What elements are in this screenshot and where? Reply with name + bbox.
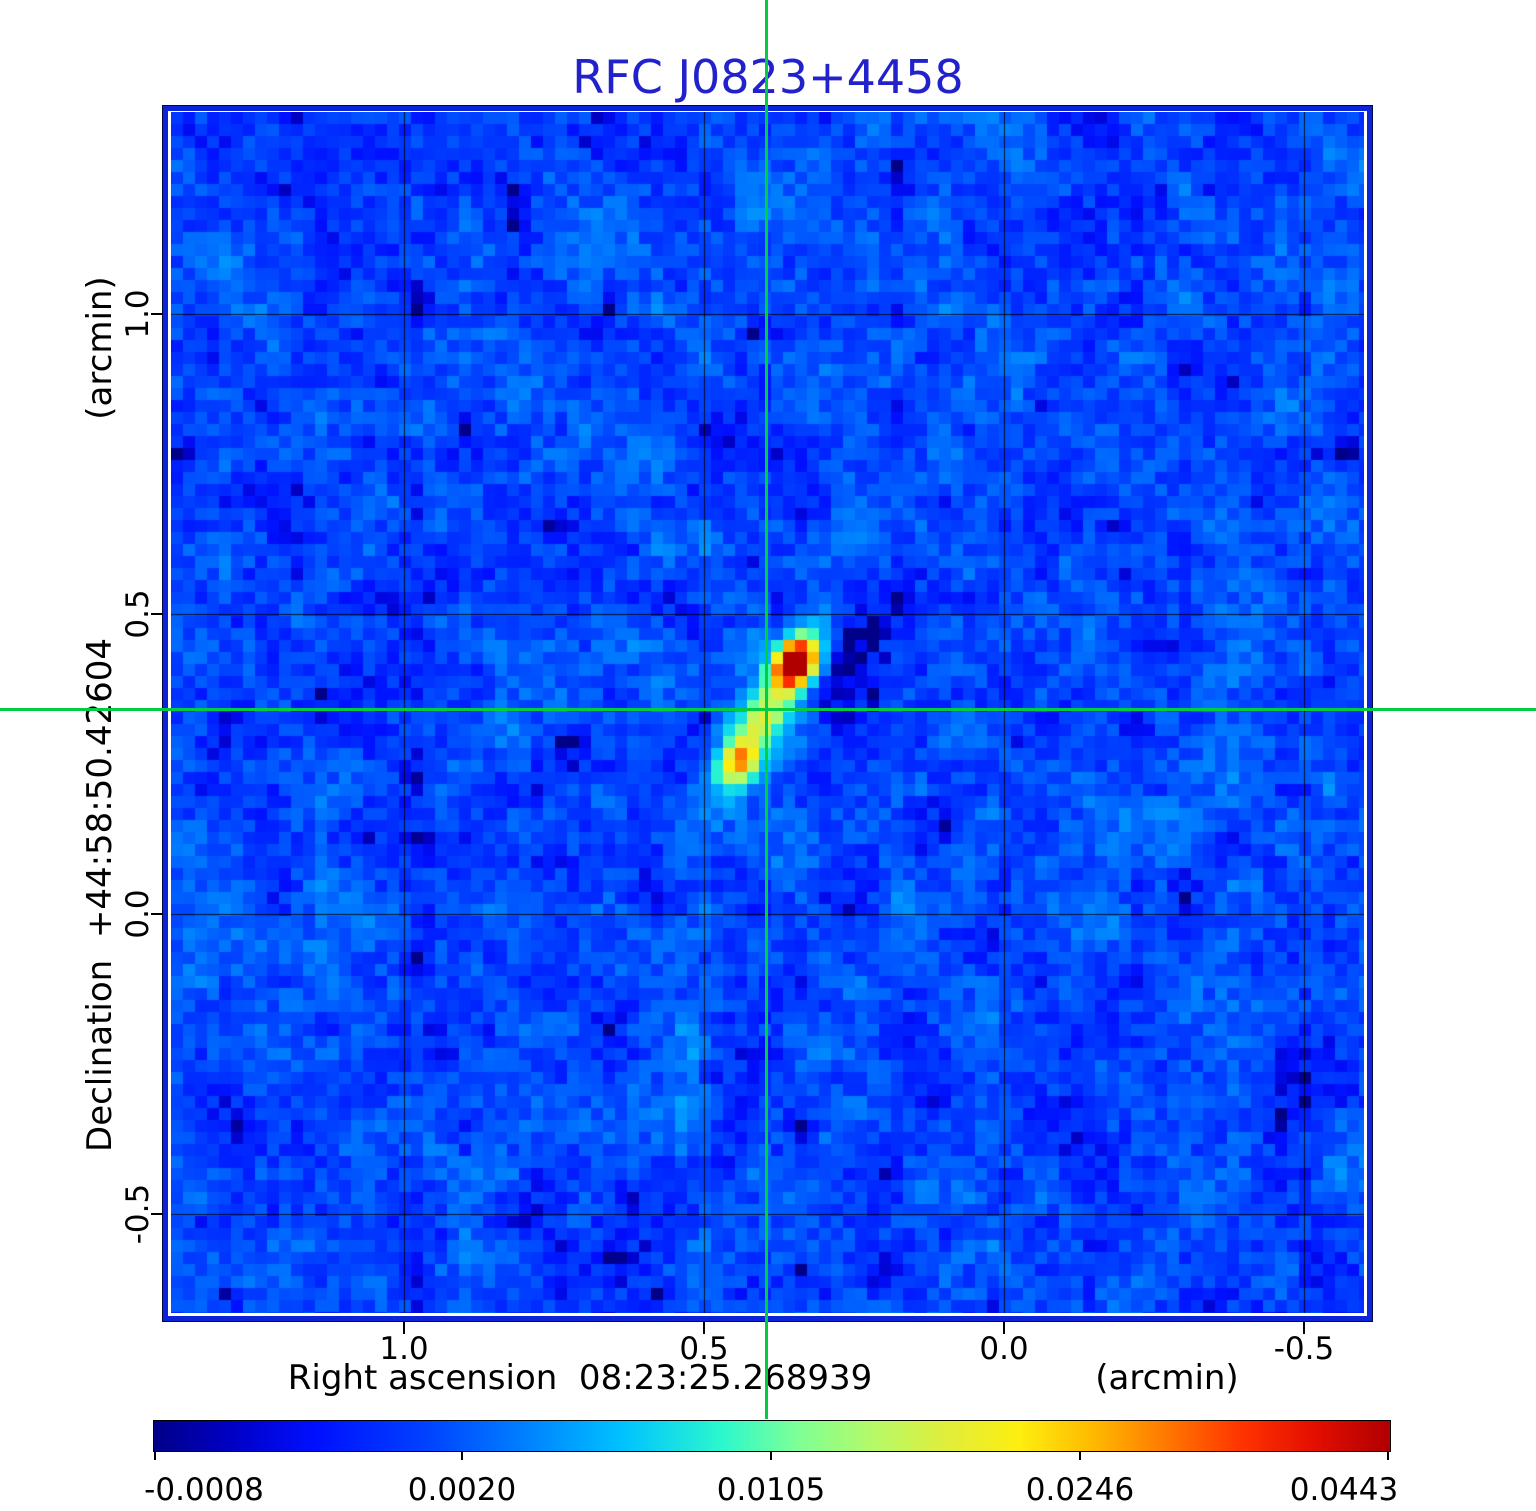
colorbar-tick-50 [770,1452,772,1460]
colorbar-label-min: -0.0008 [144,1472,264,1508]
x-axis-tick [1303,1322,1305,1334]
x-axis-tick [403,1322,405,1334]
y-axis-tick [151,313,163,315]
page-title: RFC J0823+4458 [572,50,964,104]
colorbar-tick-25 [461,1452,463,1460]
x-axis-unit-label: (arcmin) [1095,1358,1239,1398]
colorbar-tick-0 [154,1452,156,1460]
y-axis-tick [151,613,163,615]
x-tick-label-0.0: 0.0 [979,1331,1029,1367]
y-axis-unit-label: (arcmin) [80,276,120,420]
x-axis-tick [1003,1322,1005,1334]
y-axis-tick [151,1213,163,1215]
x-tick-label--0.5: -0.5 [1273,1331,1335,1367]
colorbar-label-75: 0.0246 [1025,1472,1135,1508]
colorbar-label-50: 0.0105 [716,1472,826,1508]
colorbar-label-25: 0.0020 [407,1472,517,1508]
colorbar-label-max: 0.0443 [1289,1472,1399,1508]
x-axis-tick [703,1322,705,1334]
x-tick-label-1.0: 1.0 [379,1331,429,1367]
crosshair-horizontal-line [0,708,1536,711]
y-axis-tick [151,913,163,915]
colorbar-tick-75 [1079,1452,1081,1460]
colorbar-tick-100 [1387,1452,1389,1460]
x-axis-label: Right ascension 08:23:25.268939 [287,1358,873,1398]
colorbar [153,1420,1391,1452]
y-axis-label: Declination +44:58:50.42604 [80,638,120,1152]
x-tick-label-0.5: 0.5 [679,1331,729,1367]
